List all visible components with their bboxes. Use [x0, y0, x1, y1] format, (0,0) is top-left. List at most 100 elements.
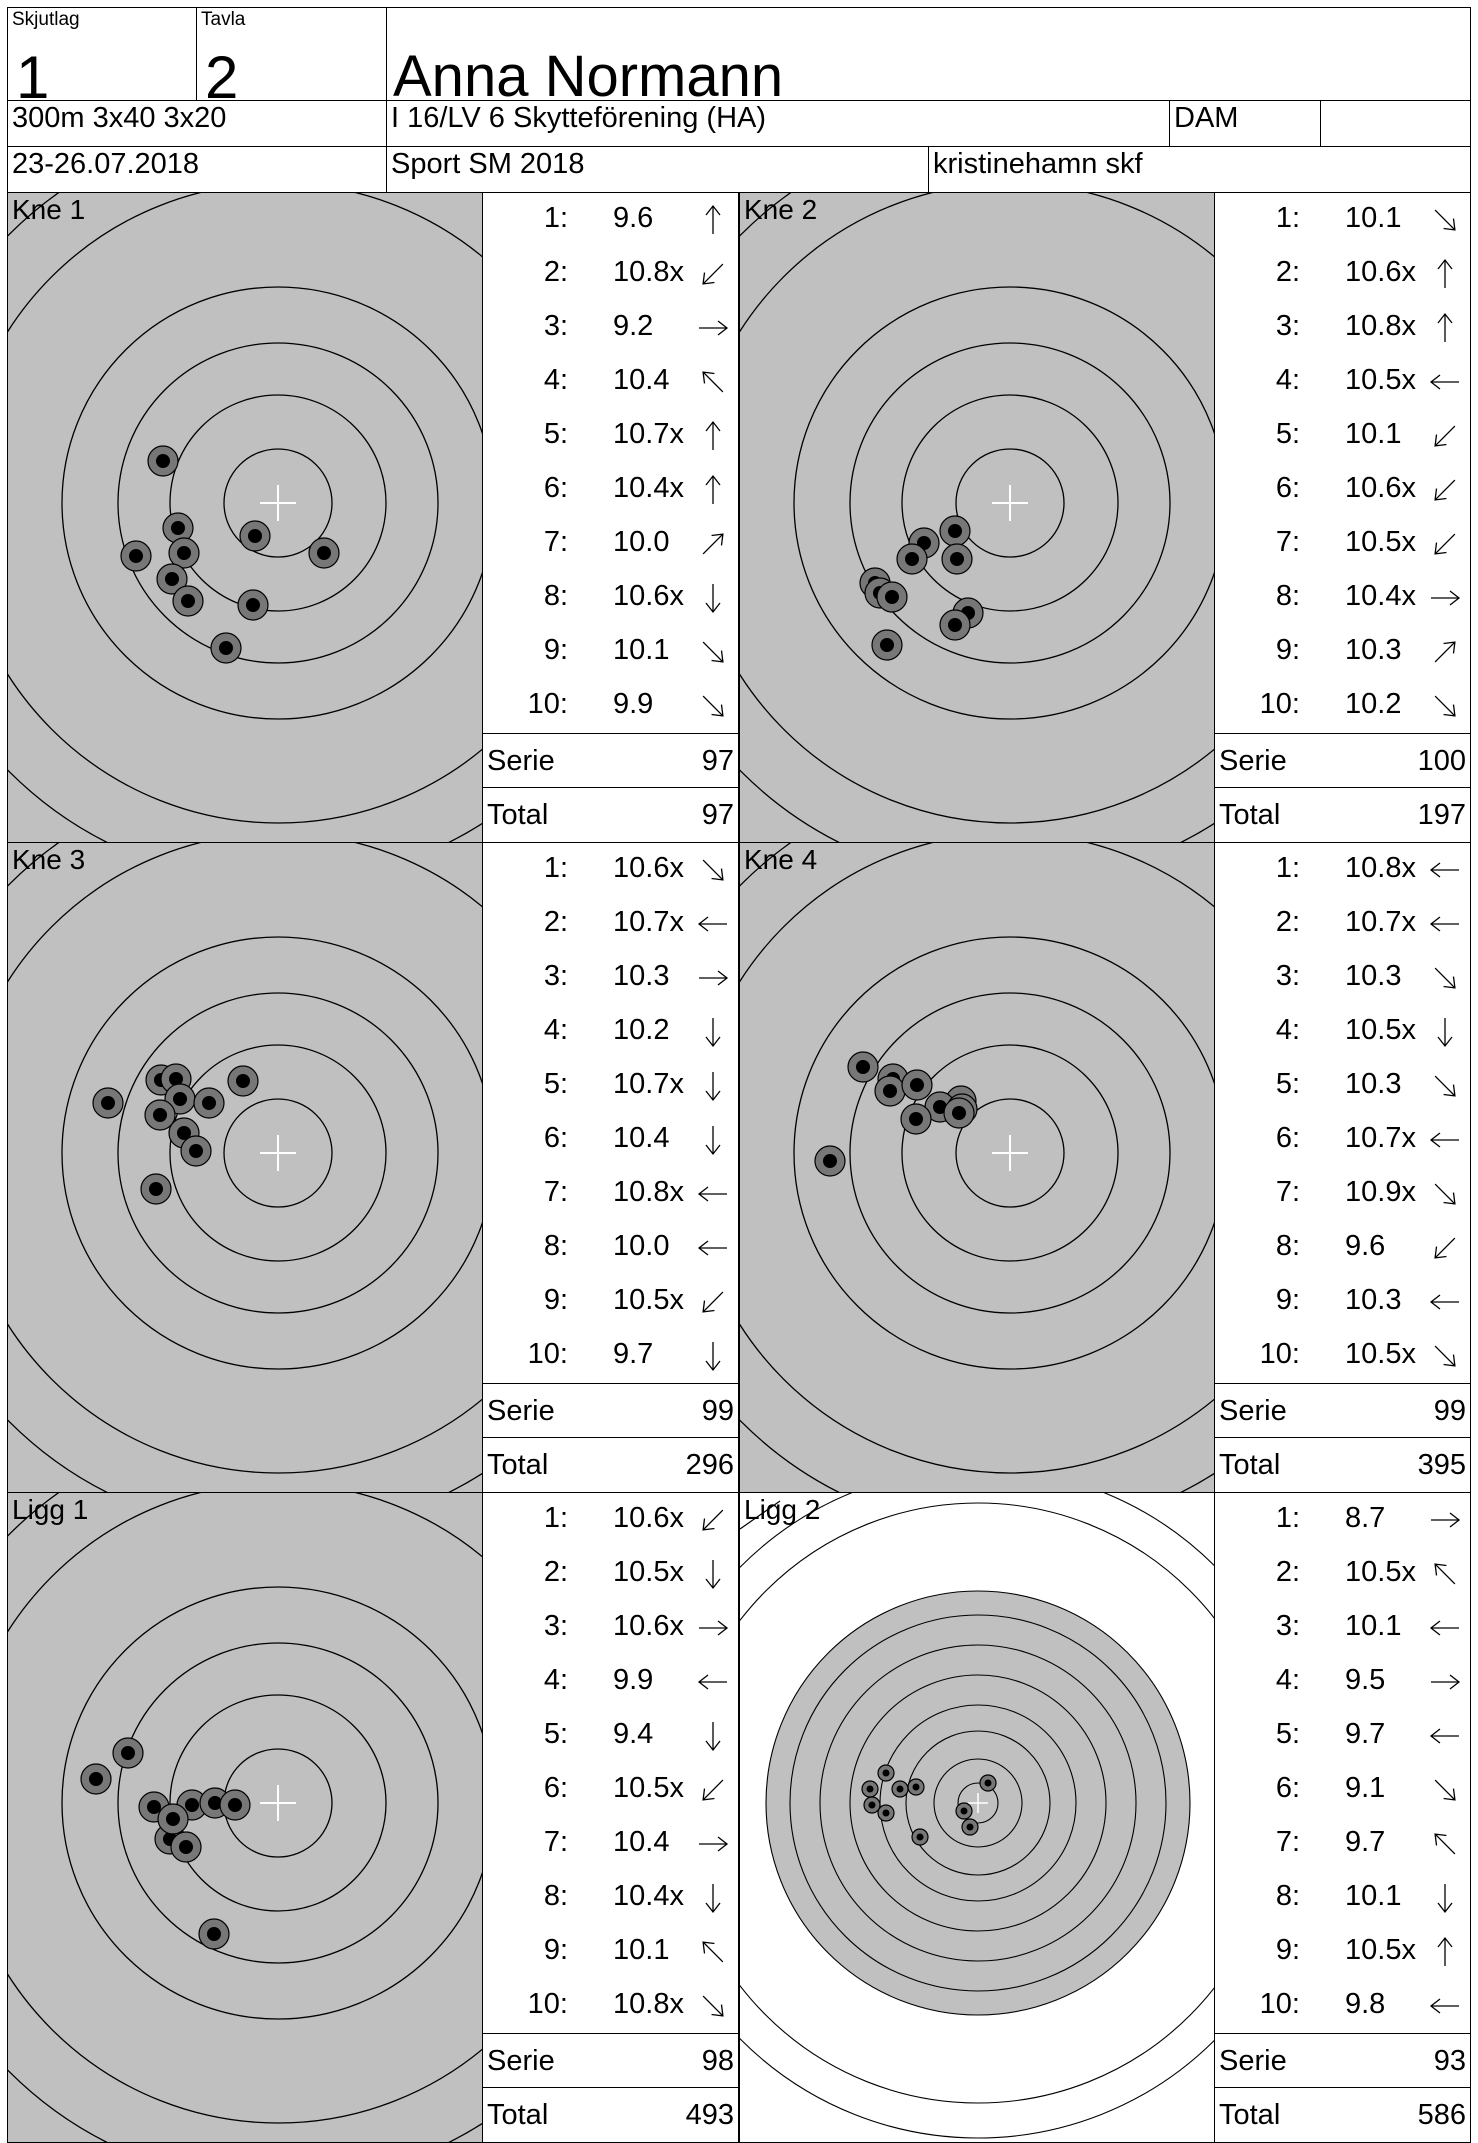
- shot-number: 4:: [1275, 364, 1300, 396]
- shot-hole-center: [885, 590, 899, 604]
- series-title: Kne 1: [12, 194, 86, 225]
- shot-row: 2: 10.7x: [1215, 897, 1470, 951]
- shot-hole-center: [173, 1092, 187, 1106]
- total-row-label: Total: [487, 799, 549, 831]
- target-ring: [793, 286, 1214, 720]
- shot-value: 10.8x: [613, 256, 684, 288]
- shot-row: 8: 10.1: [1215, 1871, 1470, 1925]
- shot-number: 6:: [543, 472, 568, 504]
- class-extra-cell: [1320, 100, 1471, 147]
- target-ring: [849, 342, 1171, 664]
- shot-number: 1:: [543, 1502, 568, 1534]
- shot-row: 10: 9.7: [483, 1329, 738, 1383]
- shot-list: 1: 8.7 2: 10.5x 3: 10.1 4: 9.5 5: 9.7 6: 9.1 7: 9.7 8:…: [1214, 1492, 1471, 2143]
- shot-hole-center: [948, 524, 962, 538]
- serie-row-label: Serie: [1219, 2045, 1287, 2077]
- dates-cell: 23-26.07.2018: [7, 146, 387, 193]
- target-ring: [8, 1493, 482, 2124]
- direction-arrow-icon: [697, 1674, 727, 1690]
- serie-row: Serie 97: [483, 733, 738, 787]
- direction-arrow-icon: [1429, 1728, 1459, 1744]
- direction-arrow-icon: [705, 1072, 721, 1102]
- shot-row: 7: 10.4: [483, 1817, 738, 1871]
- shot-value: 10.7x: [613, 418, 684, 450]
- direction-arrow-icon: [1429, 374, 1459, 390]
- shot-hole-center: [165, 572, 179, 586]
- direction-arrow-icon: [1431, 1512, 1461, 1528]
- shot-value: 10.1: [613, 1934, 670, 1966]
- shot-number: 1:: [1275, 202, 1300, 234]
- shot-row: 10: 10.2: [1215, 679, 1470, 733]
- shot-number: 7:: [543, 1826, 568, 1858]
- direction-arrow-icon: [1434, 1563, 1456, 1585]
- target-panel: Ligg 2: [739, 1492, 1215, 2143]
- serie-row-label: Serie: [487, 745, 555, 777]
- shot-row: 1: 10.8x: [1215, 843, 1470, 897]
- target-ring: [169, 1044, 387, 1262]
- shot-value: 9.4: [613, 1718, 654, 1750]
- direction-arrow-icon: [1434, 209, 1456, 231]
- shot-hole-center: [317, 546, 331, 560]
- shot-row: 4: 10.5x: [1215, 1005, 1470, 1059]
- serie-row: Serie 99: [483, 1383, 738, 1437]
- shot-row: 6: 10.4x: [483, 463, 738, 517]
- shot-value: 10.5x: [1345, 1338, 1416, 1370]
- target-panel: Ligg 1: [7, 1492, 483, 2143]
- shot-value: 10.7x: [613, 1068, 684, 1100]
- shot-value: 10.5x: [1345, 1014, 1416, 1046]
- direction-arrow-icon: [702, 1995, 724, 2017]
- target-ring: [957, 1782, 999, 1824]
- target-ring: [740, 193, 1214, 824]
- shot-number: 9:: [1275, 1934, 1300, 1966]
- shot-row: 2: 10.5x: [1215, 1547, 1470, 1601]
- shot-row: 5: 9.7: [1215, 1709, 1470, 1763]
- target-ring: [61, 1586, 482, 2020]
- shot-number: 10:: [527, 1338, 568, 1370]
- shot-hole-center: [185, 1798, 199, 1812]
- shot-hole-center: [960, 1807, 968, 1815]
- shot-number: 10:: [1259, 1988, 1300, 2020]
- direction-arrow-icon: [1429, 1620, 1459, 1636]
- shot-row: 4: 9.5: [1215, 1655, 1470, 1709]
- shot-row: 9: 10.1: [483, 625, 738, 679]
- series-title: Kne 4: [744, 844, 818, 875]
- direction-arrow-icon: [699, 970, 729, 986]
- direction-arrow-icon: [702, 1291, 724, 1313]
- shot-number: 7:: [1275, 1176, 1300, 1208]
- shot-hole-center: [856, 1060, 870, 1074]
- shot-number: 8:: [543, 1230, 568, 1262]
- shot-value: 10.4x: [613, 1880, 684, 1912]
- shot-value: 10.6x: [1345, 256, 1416, 288]
- direction-arrow-icon: [702, 1509, 724, 1531]
- shot-row: 3: 9.2: [483, 301, 738, 355]
- tavla-label: Tavla: [201, 9, 246, 30]
- serie-row: Serie 99: [1215, 1383, 1470, 1437]
- corner-mark: [740, 1500, 781, 1530]
- serie-row-value: 99: [1433, 1395, 1466, 1427]
- crosshair: [260, 485, 296, 521]
- target-ring: [789, 1614, 1167, 1992]
- shot-hole-center: [171, 521, 185, 535]
- crosshair: [260, 1135, 296, 1171]
- shot-value: 10.2: [1345, 688, 1402, 720]
- shot-number: 7:: [543, 526, 568, 558]
- direction-arrow-icon: [705, 1722, 721, 1752]
- total-row-label: Total: [487, 2099, 549, 2131]
- direction-arrow-icon: [1434, 695, 1456, 717]
- series-title: Ligg 2: [744, 1494, 821, 1525]
- total-row-value: 395: [1417, 1449, 1466, 1481]
- shot-number: 5:: [1275, 418, 1300, 450]
- shot-number: 10:: [527, 1988, 568, 2020]
- serie-row-label: Serie: [1219, 1395, 1287, 1427]
- shot-hole-center: [202, 1096, 216, 1110]
- direction-arrow-icon: [1437, 312, 1453, 342]
- discipline: 300m 3x40 3x20: [12, 102, 227, 134]
- direction-arrow-icon: [1434, 1237, 1456, 1259]
- shot-row: 4: 10.5x: [1215, 355, 1470, 409]
- shot-number: 9:: [543, 634, 568, 666]
- total-row-value: 493: [685, 2099, 734, 2131]
- shot-number: 4:: [543, 1664, 568, 1696]
- target-ring: [8, 843, 482, 1492]
- shot-hole-center: [208, 1796, 222, 1810]
- total-row: Total 197: [1215, 787, 1470, 841]
